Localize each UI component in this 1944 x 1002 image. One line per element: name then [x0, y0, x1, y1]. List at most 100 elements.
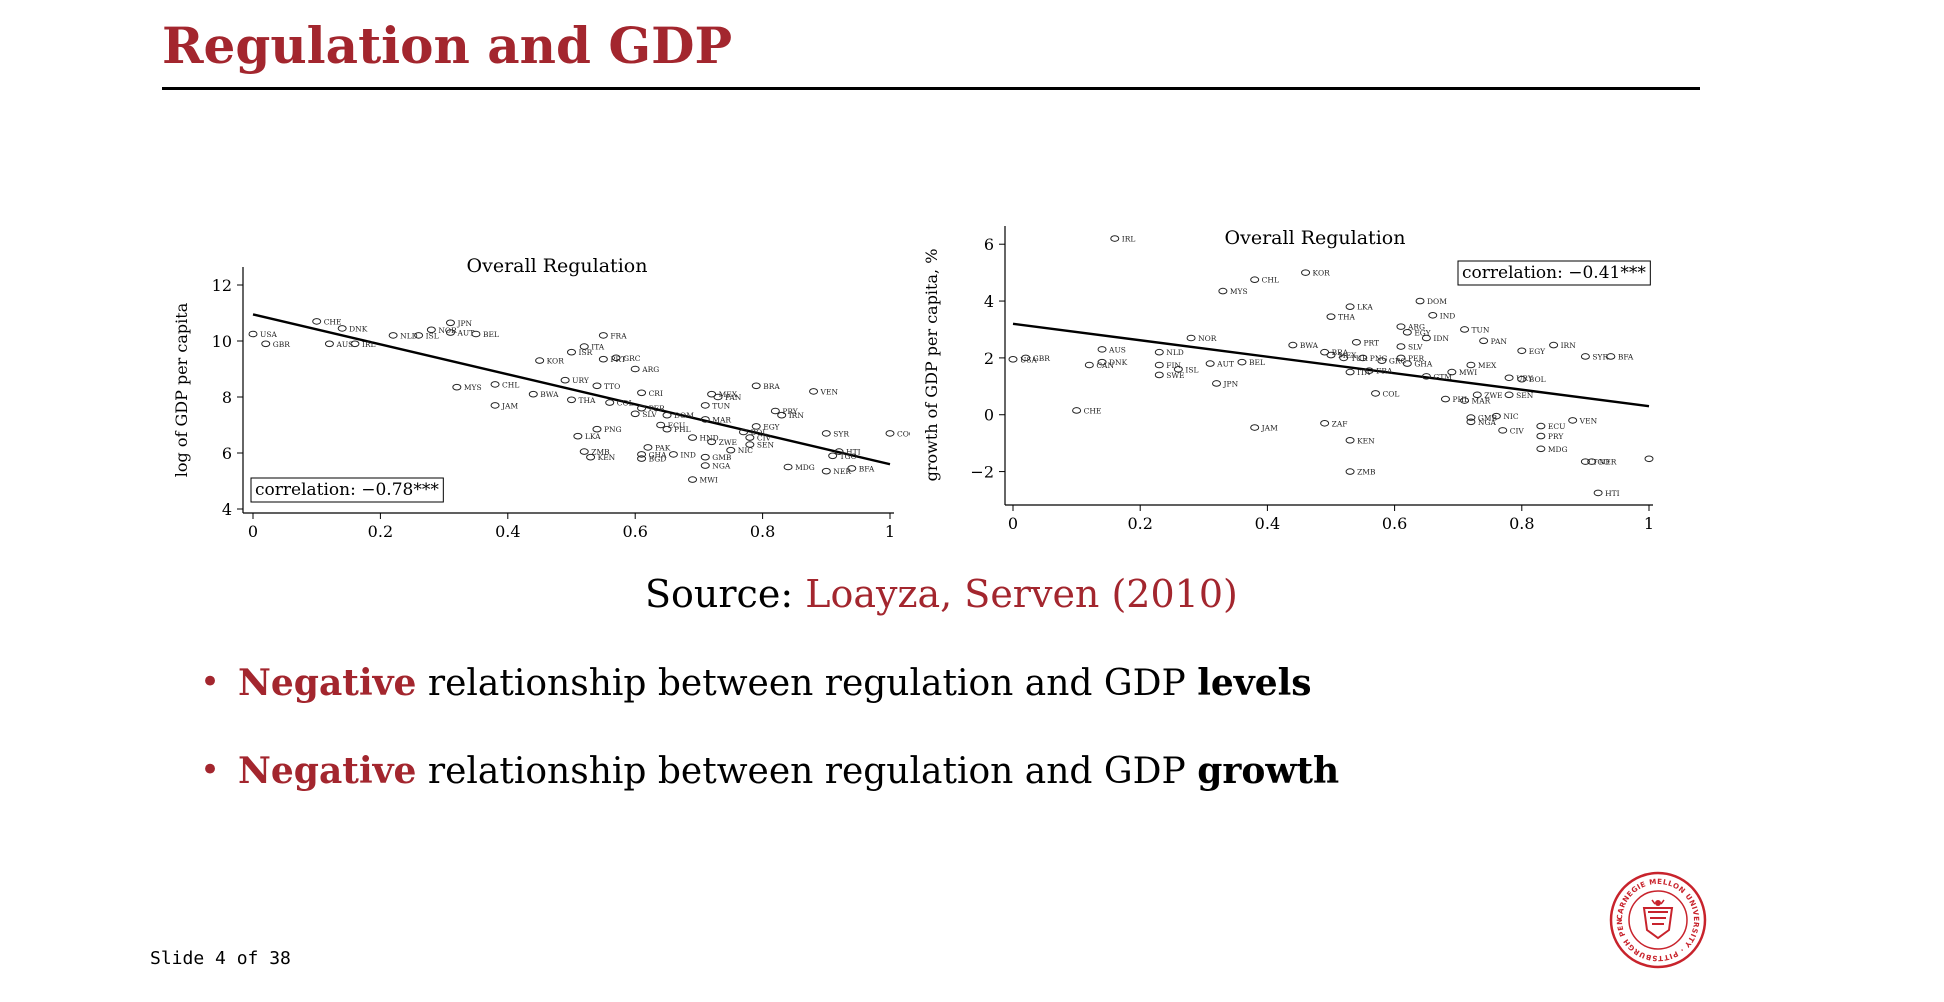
point-marker: [828, 452, 838, 460]
data-point: NOR: [1186, 334, 1217, 343]
point-label: BWA: [540, 390, 559, 399]
data-point: DOM: [662, 411, 694, 420]
point-label: THA: [1338, 313, 1356, 322]
correlation-label: correlation: −0.41***: [1462, 263, 1646, 283]
bullet-middle: relationship between regulation and GDP: [427, 751, 1186, 792]
data-point: CRI: [637, 389, 663, 398]
point-label: GMB: [1478, 414, 1498, 423]
point-label: CAN: [1096, 361, 1114, 370]
y-tick-label: 2: [984, 349, 994, 368]
data-point: PRY: [1536, 432, 1564, 441]
data-point: TUN: [1460, 325, 1490, 334]
gdp-level-scatter-chart: 0 0.2 0.4 0.6 0.8 1 4 6 8 10 12 log of GDP per capi…: [165, 245, 910, 555]
bullet-lead: Negative: [238, 750, 417, 792]
point-label: GRC: [1389, 357, 1407, 366]
x-tick-label: 0.2: [1127, 514, 1152, 533]
point-label: CRI: [649, 389, 663, 398]
point-label: SWE: [1166, 371, 1184, 380]
data-point: KEN: [586, 453, 616, 462]
point-label: MWI: [1459, 368, 1477, 377]
data-point: VEN: [809, 387, 839, 396]
point-marker: [598, 355, 608, 363]
point-marker: [337, 325, 347, 332]
point-marker: [579, 448, 589, 455]
point-label: PRY: [1548, 432, 1564, 441]
point-label: IRN: [1561, 341, 1577, 350]
data-point: TUR: [1339, 354, 1368, 363]
point-label: MYS: [1230, 287, 1248, 296]
data-point: JPN: [1212, 379, 1239, 388]
point-marker: [700, 462, 710, 469]
point-label: NOR: [1198, 334, 1217, 343]
data-point: ECU: [1536, 422, 1566, 431]
point-marker: [821, 467, 831, 475]
point-label: NIC: [738, 446, 754, 455]
point-label: CIV: [757, 434, 772, 443]
point-label: SEN: [1516, 391, 1534, 400]
data-point: DOM: [1415, 297, 1447, 306]
point-label: VEN: [820, 387, 839, 396]
point-label: VEN: [1579, 416, 1598, 425]
data-point: MAR: [1460, 397, 1491, 406]
point-marker: [1154, 361, 1164, 369]
point-label: ISR: [579, 348, 593, 357]
point-label: SYR: [833, 429, 849, 438]
point-marker: [1536, 432, 1546, 440]
data-point: TUN: [700, 401, 731, 410]
point-marker: [1364, 367, 1374, 374]
point-marker: [388, 332, 398, 339]
point-label: BEL: [1249, 358, 1265, 367]
data-point: SLV: [630, 410, 657, 419]
point-marker: [1472, 391, 1482, 399]
point-label: MDG: [795, 463, 815, 472]
point-label: THA: [579, 396, 597, 405]
x-tick-label: 0.8: [750, 522, 775, 541]
data-point: CIV: [745, 434, 772, 443]
point-marker: [656, 421, 666, 429]
point-label: ECU: [1548, 422, 1566, 431]
point-marker: [1504, 391, 1514, 399]
point-label: IDN: [1433, 334, 1449, 343]
point-label: ECU: [668, 421, 686, 430]
x-tick-label: 0.2: [368, 522, 393, 541]
point-marker: [1466, 418, 1476, 426]
data-point: PHL: [662, 425, 691, 434]
point-marker: [1339, 354, 1349, 362]
x-tick-label: 0: [1008, 514, 1018, 533]
point-marker: [1320, 419, 1330, 427]
point-label: HTI: [1605, 489, 1620, 498]
data-point: PRY: [770, 407, 799, 416]
point-label: EGY: [763, 422, 780, 431]
data-point: NLD: [1154, 348, 1184, 357]
point-marker: [637, 389, 647, 397]
data-point: GTM: [1421, 372, 1452, 381]
point-marker: [1377, 357, 1387, 365]
point-marker: [1345, 468, 1355, 475]
point-marker: [1396, 354, 1406, 362]
point-label: FRA: [610, 331, 627, 340]
data-point: FRA: [598, 331, 627, 340]
point-marker: [350, 340, 360, 348]
data-point: USA: [248, 330, 277, 339]
point-label: DNK: [349, 324, 368, 333]
point-label: BGD: [649, 455, 667, 464]
data-point: NLD: [388, 331, 418, 340]
data-point: IRN: [1549, 341, 1577, 350]
data-point: KEN: [1345, 436, 1375, 445]
point-label: AUS: [335, 340, 353, 349]
point-marker: [1460, 397, 1470, 404]
point-marker: [1345, 303, 1355, 311]
point-label: GHA: [1414, 360, 1433, 369]
point-marker: [1517, 347, 1527, 355]
point-marker: [751, 382, 761, 390]
point-label: MYS: [464, 383, 482, 392]
x-tick-label: 0.4: [1255, 514, 1280, 533]
data-point: COL: [605, 399, 634, 408]
data-point: CIV: [1498, 426, 1524, 435]
point-label: BWA: [1300, 341, 1319, 350]
data-point: PER: [637, 404, 665, 413]
data-point: SYR: [821, 429, 849, 438]
y-tick-label: −2: [970, 463, 994, 482]
point-label: KOR: [1313, 269, 1331, 278]
data-point: LKA: [1345, 303, 1373, 312]
